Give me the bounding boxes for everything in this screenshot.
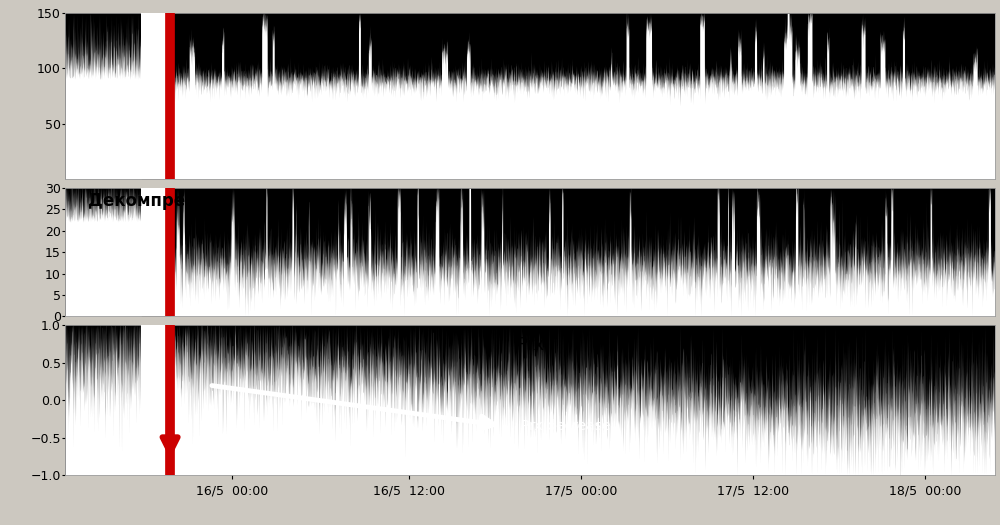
Text: Prx decrease: Prx decrease (521, 418, 610, 433)
Text: Prx: Prx (516, 336, 544, 354)
Bar (141, 188, 170, 317)
Text: Декомпрессия: Декомпрессия (88, 192, 227, 210)
Text: ВЧД: ВЧД (511, 197, 549, 215)
Bar (141, 13, 170, 179)
Text: САД: САД (511, 25, 549, 43)
Bar (141, 326, 170, 475)
